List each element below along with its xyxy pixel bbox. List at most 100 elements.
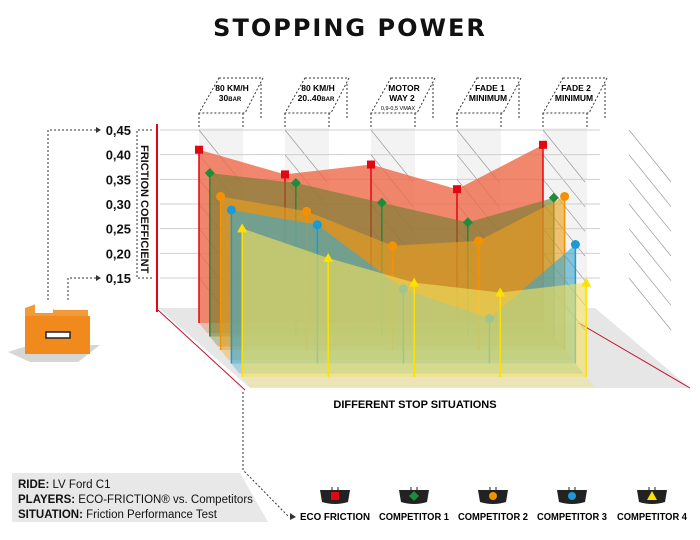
folder-icon [8,304,100,362]
floor-edge-left [157,309,246,391]
category-label-line1: FADE 1 [475,83,505,93]
legend-label: COMPETITOR 3 [537,512,607,523]
category-label-sub: 0,9-0,5 VMAX [381,106,416,112]
info-situation: SITUATION: Friction Performance Test [18,509,217,521]
data-point [302,206,312,216]
depth-gridline [628,277,672,331]
legend-marker [409,491,419,501]
data-point [226,205,236,215]
data-point [195,145,203,154]
data-point [367,160,375,169]
arrow-head [96,275,101,281]
data-point [462,217,473,228]
y-tick-label: 0,35 [106,172,131,187]
depth-gridline [628,129,672,183]
connector-top [47,129,96,300]
folder-paper [35,304,53,313]
y-tick-label: 0,30 [106,197,131,212]
depth-gridline [370,129,414,183]
connector-legend [242,392,289,517]
legend-label: ECO FRICTION [300,512,370,523]
depth-gridline [628,154,672,207]
folder-back [25,304,88,318]
depth-gridline [628,203,672,257]
connector-bottom [67,277,96,300]
data-point [548,192,559,203]
category-box-outline [370,77,436,114]
data-point [570,240,580,249]
info-ride: RIDE: LV Ford C1 [18,479,111,491]
arrow-head [96,127,101,133]
data-point [237,223,248,233]
legend-item: COMPETITOR 3 [537,487,607,523]
data-point [312,220,322,230]
legend-label: COMPETITOR 2 [458,512,528,523]
y-tick-label: 0,40 [106,148,131,163]
info-box-background [12,473,268,522]
category-label-line1: 80 KM/H [301,83,335,93]
y-tick-label: 0,15 [106,271,131,286]
category-box-outline [542,77,608,114]
category-box-outline [456,77,522,114]
legend-marker [331,492,339,500]
depth-gridline [628,179,672,232]
legend-item: ECO FRICTION [300,487,370,523]
y-axis-label: FRICTION COEFFICIENT [138,145,150,274]
info-box: RIDE: LV Ford C1 PLAYERS: ECO-FRICTION® … [18,478,253,523]
category-label-line2: WAY 2 [389,93,415,103]
category-label-line1: MOTOR [388,83,419,93]
data-point [474,236,484,246]
legend-label: COMPETITOR 1 [379,512,449,523]
legend-item: COMPETITOR 2 [458,487,528,523]
data-point [539,140,547,149]
category-label-line2: MINIMUM [555,93,593,103]
legend-marker [568,492,576,500]
data-point [409,277,420,287]
legend-item: COMPETITOR 1 [379,487,449,523]
depth-gridline [542,154,586,207]
data-point [323,253,334,262]
data-point [290,177,301,188]
x-axis-label: DIFFERENT STOP SITUATIONS [333,399,496,411]
data-point [495,287,506,297]
series-floor-band [242,377,595,387]
data-point [560,191,570,201]
legend-item: COMPETITOR 4 [617,487,687,523]
category-label-unit: BAR [321,97,335,103]
category-label-line2: MINIMUM [469,93,507,103]
y-tick-label: 0,45 [106,123,131,138]
data-point [216,191,226,201]
arrow-head [290,513,296,520]
data-point [453,185,461,194]
y-tick-label: 0,25 [106,222,131,237]
data-point [204,168,215,179]
category-label-box: 80 KM/H20..40BAR [284,77,350,128]
category-box-outline [198,77,264,114]
category-box-outline [284,77,350,114]
legend-label: COMPETITOR 4 [617,512,687,523]
series-competitor-4 [237,223,595,387]
category-label-line1: FADE 2 [561,83,591,93]
data-point [376,197,387,208]
data-point [388,241,398,251]
legend-marker [489,492,497,500]
data-point [281,170,289,179]
folder-label [45,331,71,339]
info-players: PLAYERS: ECO-FRICTION® vs. Competitors [18,494,253,506]
ylabel-bracket [136,129,152,279]
category-label-line2: 30BAR [219,93,242,103]
legend-marker [647,491,657,500]
category-label-unit: BAR [228,97,242,103]
depth-gridline [542,129,586,183]
category-label-line2: 20..40BAR [298,93,335,103]
chart-title: STOPPING POWER [213,14,487,42]
category-label-line1: 80 KM/H [215,83,249,93]
depth-gridline [628,253,672,306]
data-point [581,277,592,287]
depth-gridline [628,228,672,281]
